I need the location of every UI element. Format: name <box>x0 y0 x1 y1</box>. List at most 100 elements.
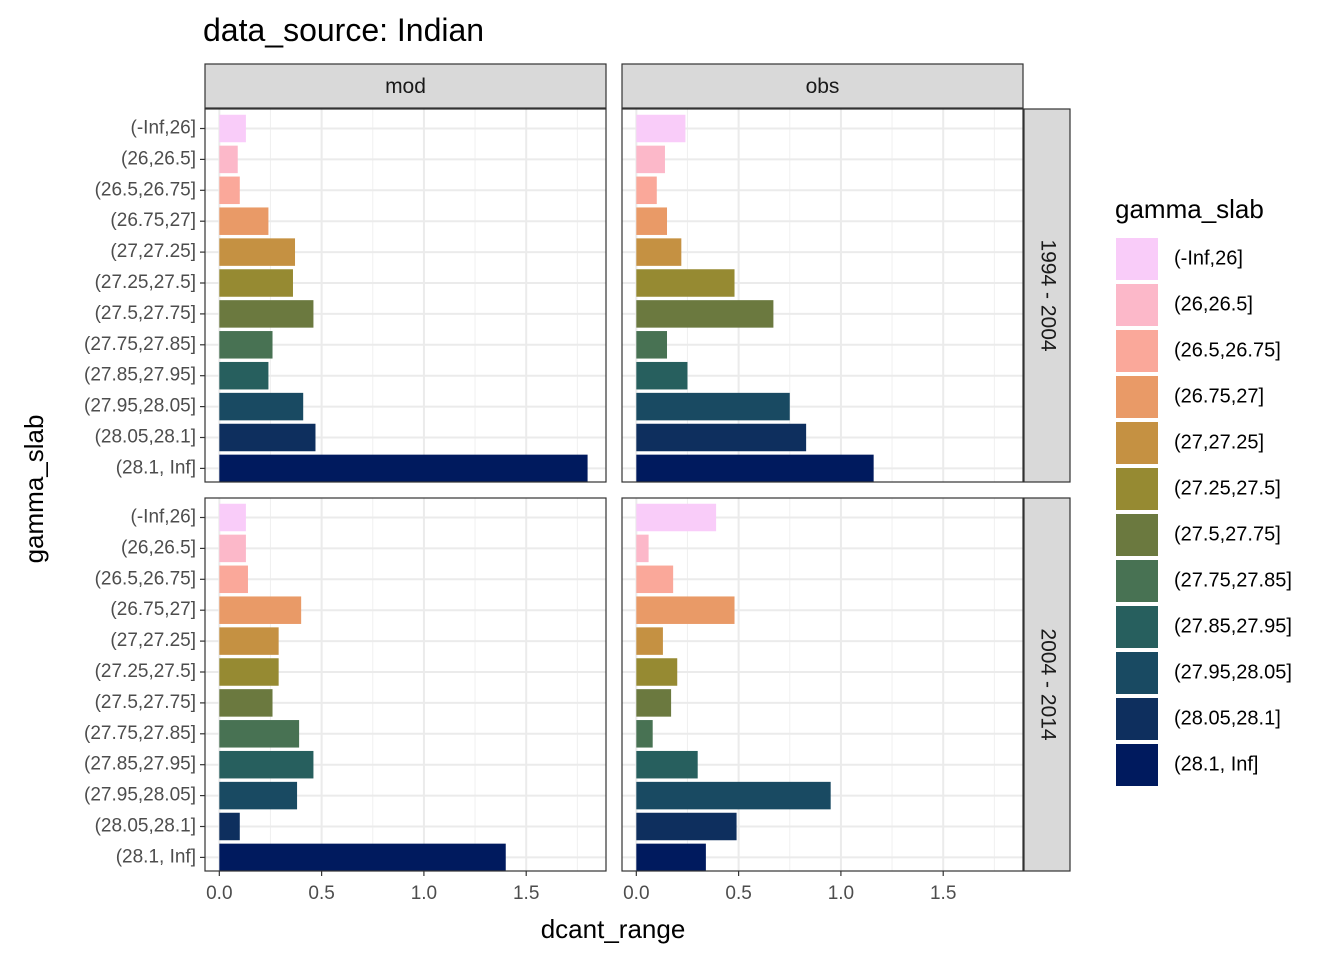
legend-label-1: (26,26.5] <box>1174 293 1253 315</box>
panel-obs-1 <box>621 497 1024 872</box>
y-tick-label: (26,26.5] <box>121 148 196 169</box>
legend-key-2 <box>1116 330 1158 372</box>
legend-key-5 <box>1116 468 1158 510</box>
bar-obs-0-7 <box>636 331 668 359</box>
y-tick-label: (27.25,27.5] <box>95 272 196 293</box>
bar-obs-1-2 <box>636 565 674 594</box>
panel-border <box>204 108 607 483</box>
y-tick-label: (27.75,27.85] <box>84 723 196 744</box>
legend-label-9: (27.95,28.05] <box>1174 661 1292 683</box>
bar-mod-1-9 <box>219 781 298 810</box>
bar-mod-1-7 <box>219 720 300 748</box>
y-tick-label: (26.75,27] <box>110 210 196 231</box>
x-tick-label: 0.5 <box>725 883 751 904</box>
bar-mod-0-2 <box>219 176 240 205</box>
legend-label-5: (27.25,27.5] <box>1174 477 1281 499</box>
bar-obs-0-3 <box>636 207 668 235</box>
facet-strip-row-1 <box>1023 497 1071 872</box>
bar-obs-1-1 <box>636 534 649 563</box>
bar-obs-0-9 <box>636 392 790 421</box>
legend-key-8 <box>1116 606 1158 648</box>
legend: gamma_slab (-Inf,26] (26,26.5] (26.5,26.75… <box>1115 194 1292 786</box>
y-tick-label: (28.1, Inf] <box>116 457 196 478</box>
legend-label-7: (27.75,27.85] <box>1174 569 1292 591</box>
y-tick-label: (27,27.25] <box>110 241 196 262</box>
y-tick-label: (27.95,28.05] <box>84 785 196 806</box>
bar-mod-0-5 <box>219 269 293 297</box>
chart-title: data_source: Indian <box>203 12 484 48</box>
legend-key-10 <box>1116 698 1158 740</box>
bar-obs-1-5 <box>636 658 678 686</box>
legend-key-7 <box>1116 560 1158 602</box>
bar-mod-1-2 <box>219 565 248 594</box>
y-tick-label: (27.5,27.75] <box>95 692 196 713</box>
y-tick-label: (-Inf,26] <box>131 118 196 139</box>
y-tick-label: (27,27.25] <box>110 630 196 651</box>
y-tick-label: (28.05,28.1] <box>95 427 196 448</box>
bar-mod-1-0 <box>219 503 246 532</box>
legend-key-3 <box>1116 376 1158 418</box>
bar-mod-0-6 <box>219 300 314 328</box>
bar-obs-0-8 <box>636 361 688 390</box>
bar-obs-1-0 <box>636 503 717 532</box>
bar-obs-0-6 <box>636 300 774 328</box>
bar-mod-1-11 <box>219 843 506 872</box>
panel-mod-1 <box>204 497 607 872</box>
facet-strip-mod <box>204 63 607 109</box>
y-tick-label: (27.95,28.05] <box>84 396 196 417</box>
bar-obs-0-11 <box>636 454 874 483</box>
x-tick-label: 0.5 <box>308 883 334 904</box>
x-tick-label: 1.0 <box>411 883 437 904</box>
bar-obs-1-6 <box>636 689 672 717</box>
bar-mod-0-9 <box>219 392 304 421</box>
bar-mod-0-7 <box>219 331 273 359</box>
bar-mod-0-8 <box>219 361 269 390</box>
legend-label-0: (-Inf,26] <box>1174 247 1243 269</box>
y-tick-label: (27.25,27.5] <box>95 661 196 682</box>
facet-strip-label-row-0: 1994 - 2004 <box>1036 239 1059 351</box>
bar-mod-0-3 <box>219 207 269 235</box>
y-tick-label: (-Inf,26] <box>131 507 196 528</box>
bar-mod-0-1 <box>219 145 238 174</box>
bar-mod-0-11 <box>219 454 588 483</box>
bar-mod-0-4 <box>219 238 296 266</box>
legend-label-6: (27.5,27.75] <box>1174 523 1281 545</box>
legend-key-6 <box>1116 514 1158 556</box>
bar-mod-0-10 <box>219 423 316 452</box>
legend-key-4 <box>1116 422 1158 464</box>
legend-key-1 <box>1116 284 1158 326</box>
bar-mod-1-8 <box>219 750 314 779</box>
y-tick-label: (26.5,26.75] <box>95 179 196 200</box>
bar-mod-1-3 <box>219 596 302 624</box>
x-tick-label: 0.0 <box>206 883 232 904</box>
legend-label-3: (26.75,27] <box>1174 385 1264 407</box>
panel-border <box>621 497 1024 872</box>
bar-mod-1-4 <box>219 627 279 655</box>
bar-obs-0-4 <box>636 238 682 266</box>
bar-obs-1-3 <box>636 596 735 624</box>
bar-obs-0-1 <box>636 145 665 174</box>
legend-label-11: (28.1, Inf] <box>1174 753 1259 775</box>
bar-obs-1-7 <box>636 720 653 748</box>
bar-mod-1-6 <box>219 689 273 717</box>
y-tick-label: (26,26.5] <box>121 537 196 558</box>
panel-mod-0 <box>204 108 607 483</box>
facet-strip-label-row-1: 2004 - 2014 <box>1036 628 1059 740</box>
x-tick-label: 1.5 <box>930 883 956 904</box>
y-tick-label: (27.5,27.75] <box>95 303 196 324</box>
legend-key-0 <box>1116 238 1158 280</box>
panel-border <box>621 108 1024 483</box>
panels-layer: mod obs 1994 - 2004 2004 - 2014 (-Inf,26] (26… <box>84 63 1071 904</box>
bar-mod-1-5 <box>219 658 279 686</box>
y-axis-title: gamma_slab <box>19 415 49 564</box>
facet-strip-obs <box>621 63 1024 109</box>
bar-obs-1-8 <box>636 750 698 779</box>
x-tick-label: 0.0 <box>623 883 649 904</box>
y-tick-label: (28.1, Inf] <box>116 846 196 867</box>
facet-strip-row-0 <box>1023 108 1071 483</box>
legend-label-2: (26.5,26.75] <box>1174 339 1281 361</box>
bar-obs-0-10 <box>636 423 807 452</box>
facet-strip-label-mod: mod <box>385 75 426 98</box>
x-axis-title: dcant_range <box>541 914 686 944</box>
